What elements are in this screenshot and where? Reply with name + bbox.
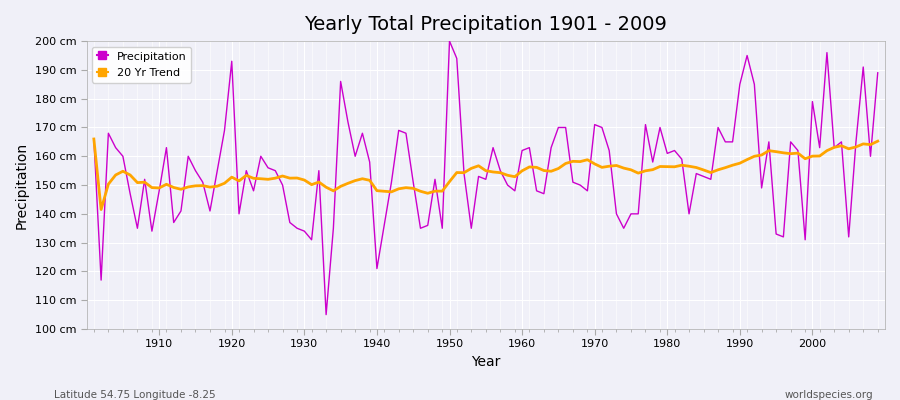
Text: worldspecies.org: worldspecies.org bbox=[785, 390, 873, 400]
Y-axis label: Precipitation: Precipitation bbox=[15, 142, 29, 229]
X-axis label: Year: Year bbox=[471, 355, 500, 369]
Title: Yearly Total Precipitation 1901 - 2009: Yearly Total Precipitation 1901 - 2009 bbox=[304, 15, 667, 34]
Text: Latitude 54.75 Longitude -8.25: Latitude 54.75 Longitude -8.25 bbox=[54, 390, 216, 400]
Legend: Precipitation, 20 Yr Trend: Precipitation, 20 Yr Trend bbox=[92, 47, 191, 83]
